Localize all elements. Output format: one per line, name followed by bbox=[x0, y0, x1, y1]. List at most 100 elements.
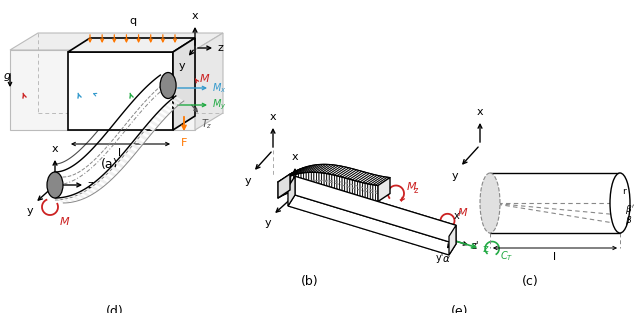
Polygon shape bbox=[326, 166, 341, 174]
Polygon shape bbox=[326, 174, 330, 190]
Polygon shape bbox=[345, 178, 348, 194]
Polygon shape bbox=[93, 181, 104, 188]
Text: M: M bbox=[200, 74, 210, 84]
Polygon shape bbox=[153, 116, 163, 123]
Polygon shape bbox=[335, 167, 349, 176]
Polygon shape bbox=[363, 175, 377, 183]
Polygon shape bbox=[288, 176, 295, 206]
Polygon shape bbox=[157, 112, 166, 119]
Polygon shape bbox=[371, 176, 385, 185]
Polygon shape bbox=[358, 173, 372, 182]
Polygon shape bbox=[80, 190, 90, 197]
Polygon shape bbox=[373, 177, 387, 185]
Polygon shape bbox=[306, 164, 321, 172]
Polygon shape bbox=[70, 195, 81, 201]
Polygon shape bbox=[345, 170, 359, 178]
Polygon shape bbox=[319, 172, 321, 189]
Text: x: x bbox=[477, 107, 483, 117]
Text: (c): (c) bbox=[522, 275, 538, 288]
Polygon shape bbox=[171, 99, 180, 105]
Polygon shape bbox=[340, 168, 354, 177]
Polygon shape bbox=[353, 180, 355, 197]
Polygon shape bbox=[335, 175, 337, 192]
Text: F: F bbox=[181, 138, 187, 148]
Polygon shape bbox=[89, 185, 99, 191]
Text: $g$: $g$ bbox=[3, 71, 12, 83]
Polygon shape bbox=[149, 120, 159, 127]
Polygon shape bbox=[490, 173, 620, 233]
Text: y': y' bbox=[435, 253, 444, 263]
Polygon shape bbox=[10, 33, 223, 50]
Polygon shape bbox=[353, 172, 367, 181]
Polygon shape bbox=[301, 165, 316, 173]
Polygon shape bbox=[324, 173, 326, 190]
Polygon shape bbox=[134, 138, 144, 145]
Polygon shape bbox=[316, 164, 331, 172]
Polygon shape bbox=[330, 174, 332, 191]
Polygon shape bbox=[174, 96, 184, 102]
Polygon shape bbox=[126, 147, 136, 155]
Polygon shape bbox=[296, 166, 310, 174]
Polygon shape bbox=[378, 177, 390, 202]
Polygon shape bbox=[145, 124, 156, 131]
Polygon shape bbox=[355, 173, 369, 181]
Polygon shape bbox=[68, 52, 173, 130]
Polygon shape bbox=[55, 198, 65, 203]
Polygon shape bbox=[115, 161, 124, 168]
Text: (d): (d) bbox=[106, 305, 124, 313]
Text: x: x bbox=[269, 112, 276, 122]
Ellipse shape bbox=[47, 172, 63, 198]
Polygon shape bbox=[296, 174, 298, 190]
Polygon shape bbox=[98, 178, 108, 185]
Polygon shape bbox=[314, 172, 316, 188]
Text: z: z bbox=[482, 244, 488, 254]
Polygon shape bbox=[278, 174, 290, 198]
Polygon shape bbox=[298, 173, 301, 190]
Polygon shape bbox=[337, 176, 340, 192]
Polygon shape bbox=[314, 164, 328, 172]
Text: z: z bbox=[217, 43, 223, 53]
Polygon shape bbox=[285, 177, 288, 194]
Polygon shape bbox=[321, 173, 324, 189]
Polygon shape bbox=[288, 176, 291, 193]
Text: y: y bbox=[26, 206, 33, 216]
Polygon shape bbox=[373, 185, 376, 201]
Ellipse shape bbox=[480, 173, 500, 233]
Ellipse shape bbox=[610, 173, 630, 233]
Polygon shape bbox=[102, 174, 112, 181]
Polygon shape bbox=[285, 169, 300, 178]
Text: x: x bbox=[292, 152, 298, 162]
Text: $T_z$: $T_z$ bbox=[201, 117, 212, 131]
Polygon shape bbox=[84, 188, 95, 194]
Polygon shape bbox=[311, 164, 326, 172]
Polygon shape bbox=[358, 181, 360, 198]
Polygon shape bbox=[342, 169, 356, 178]
Polygon shape bbox=[141, 129, 152, 136]
Polygon shape bbox=[330, 166, 344, 175]
Polygon shape bbox=[316, 172, 319, 189]
Text: y: y bbox=[179, 61, 185, 71]
Text: y: y bbox=[264, 218, 271, 228]
Text: l: l bbox=[554, 252, 557, 262]
Polygon shape bbox=[368, 176, 382, 184]
Polygon shape bbox=[173, 38, 195, 130]
Polygon shape bbox=[293, 174, 296, 191]
Text: $C_T$: $C_T$ bbox=[500, 250, 513, 264]
Text: M: M bbox=[60, 217, 70, 227]
Polygon shape bbox=[303, 165, 318, 173]
Polygon shape bbox=[350, 179, 353, 196]
Text: $M_y$: $M_y$ bbox=[212, 98, 227, 112]
Polygon shape bbox=[308, 164, 323, 172]
Text: $\alpha$: $\alpha$ bbox=[442, 254, 451, 264]
Polygon shape bbox=[332, 175, 335, 191]
Polygon shape bbox=[164, 105, 173, 111]
Polygon shape bbox=[324, 165, 339, 174]
Polygon shape bbox=[293, 166, 308, 175]
Ellipse shape bbox=[160, 73, 176, 99]
Text: z: z bbox=[414, 186, 419, 195]
Polygon shape bbox=[348, 171, 362, 179]
Polygon shape bbox=[283, 178, 285, 195]
Text: x: x bbox=[52, 144, 58, 154]
Text: x: x bbox=[192, 11, 198, 21]
Polygon shape bbox=[106, 170, 116, 177]
